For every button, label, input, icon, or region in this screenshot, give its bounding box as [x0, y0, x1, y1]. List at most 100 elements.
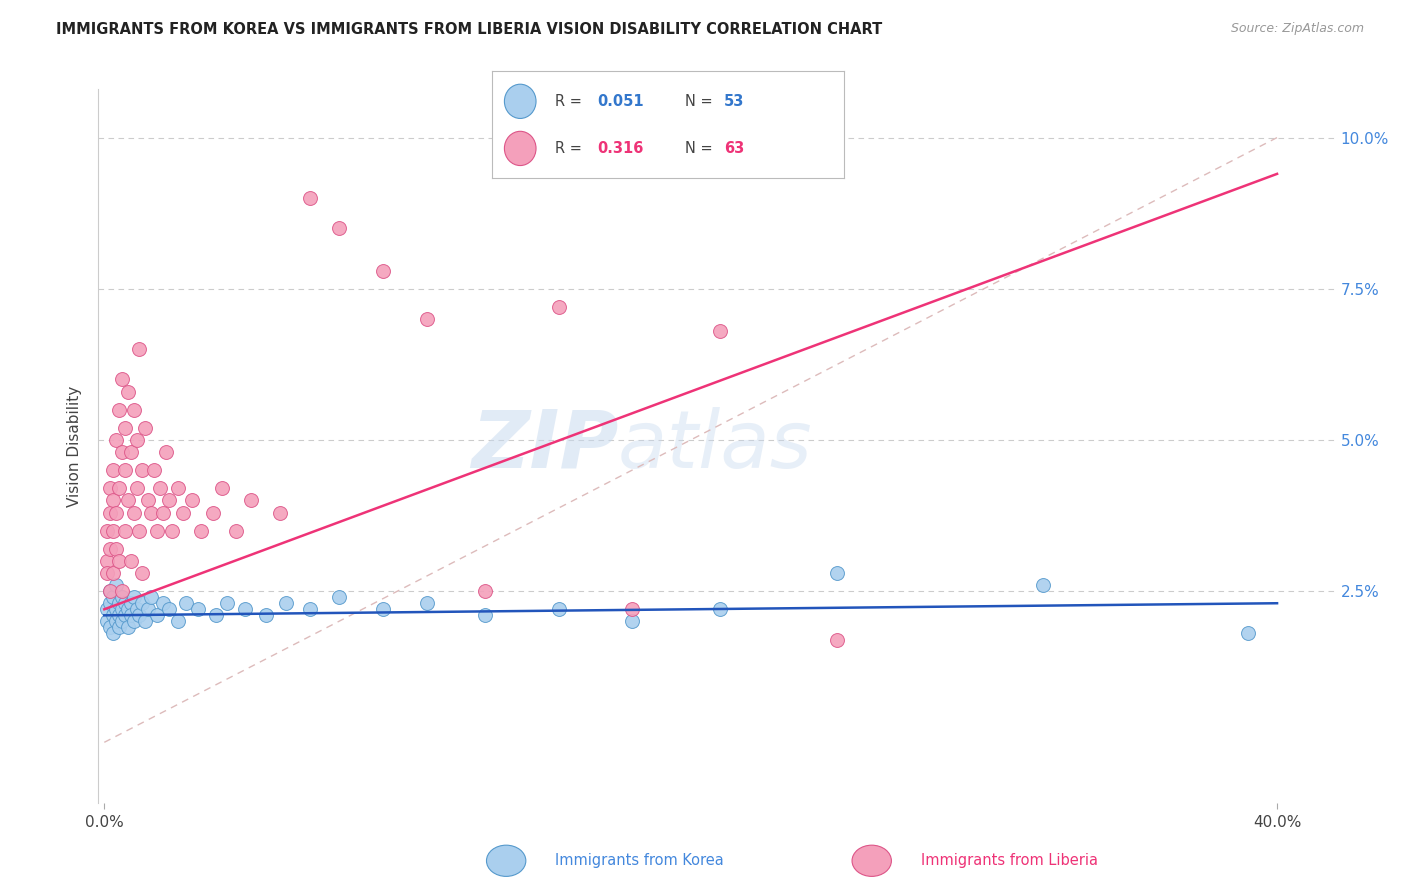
Point — [98, 481, 121, 495]
Point — [146, 524, 169, 538]
Point — [96, 554, 118, 568]
Point — [101, 626, 124, 640]
Point — [122, 506, 145, 520]
Point — [709, 324, 731, 338]
Point — [98, 620, 121, 634]
Text: R =: R = — [555, 141, 586, 156]
Point — [105, 578, 128, 592]
Point — [105, 602, 128, 616]
Point — [98, 506, 121, 520]
Point — [204, 608, 226, 623]
Point — [825, 632, 848, 647]
Point — [274, 596, 297, 610]
Point — [621, 615, 644, 629]
Point — [108, 481, 131, 495]
Point — [709, 602, 731, 616]
Point — [825, 566, 848, 580]
Point — [141, 590, 163, 604]
Point — [143, 463, 166, 477]
Point — [98, 541, 121, 556]
Point — [101, 524, 124, 538]
Point — [201, 506, 224, 520]
Point — [166, 481, 188, 495]
Point — [160, 524, 183, 538]
Point — [108, 402, 131, 417]
Point — [166, 615, 188, 629]
Text: 63: 63 — [724, 141, 744, 156]
Point — [105, 433, 128, 447]
Text: atlas: atlas — [619, 407, 813, 485]
Point — [176, 596, 198, 610]
Ellipse shape — [505, 131, 536, 166]
Point — [120, 608, 142, 623]
Point — [117, 384, 139, 399]
Point — [187, 602, 209, 616]
Text: Immigrants from Liberia: Immigrants from Liberia — [921, 854, 1098, 868]
Point — [1236, 626, 1258, 640]
Point — [474, 584, 496, 599]
Point — [108, 620, 131, 634]
Point — [146, 608, 169, 623]
Text: N =: N = — [686, 94, 717, 109]
Ellipse shape — [505, 84, 536, 119]
Point — [114, 524, 136, 538]
Point — [371, 263, 394, 277]
Point — [128, 608, 150, 623]
Text: R =: R = — [555, 94, 586, 109]
Point — [328, 590, 350, 604]
Point — [125, 481, 148, 495]
Point — [269, 506, 291, 520]
Point — [217, 596, 239, 610]
Point — [141, 506, 163, 520]
Point — [108, 608, 131, 623]
Point — [128, 524, 150, 538]
Point — [122, 590, 145, 604]
Point — [114, 421, 136, 435]
Point — [122, 402, 145, 417]
Point — [149, 481, 172, 495]
Y-axis label: Vision Disability: Vision Disability — [67, 385, 83, 507]
Point — [122, 615, 145, 629]
Point — [111, 584, 134, 599]
Text: 0.316: 0.316 — [598, 141, 644, 156]
Point — [96, 602, 118, 616]
Point — [125, 433, 148, 447]
Point — [131, 596, 153, 610]
Point — [108, 554, 131, 568]
Point — [98, 584, 121, 599]
Point — [190, 524, 212, 538]
Point — [120, 554, 142, 568]
Point — [134, 421, 156, 435]
Ellipse shape — [486, 846, 526, 876]
Point — [371, 602, 394, 616]
Point — [101, 590, 124, 604]
Point — [131, 566, 153, 580]
Point — [114, 596, 136, 610]
Text: 53: 53 — [724, 94, 744, 109]
Point — [101, 566, 124, 580]
Point — [117, 493, 139, 508]
Point — [117, 602, 139, 616]
Point — [105, 541, 128, 556]
Point — [298, 602, 321, 616]
Point — [172, 506, 194, 520]
Point — [131, 463, 153, 477]
Text: ZIP: ZIP — [471, 407, 619, 485]
Text: Immigrants from Korea: Immigrants from Korea — [555, 854, 724, 868]
Point — [114, 463, 136, 477]
Point — [547, 300, 569, 314]
Point — [225, 524, 247, 538]
Point — [101, 493, 124, 508]
Point — [98, 596, 121, 610]
Point — [155, 445, 177, 459]
Text: IMMIGRANTS FROM KOREA VS IMMIGRANTS FROM LIBERIA VISION DISABILITY CORRELATION C: IMMIGRANTS FROM KOREA VS IMMIGRANTS FROM… — [56, 22, 883, 37]
Point — [621, 602, 644, 616]
Point — [328, 221, 350, 235]
Point — [547, 602, 569, 616]
Point — [111, 615, 134, 629]
Point — [96, 566, 118, 580]
Point — [254, 608, 277, 623]
Point — [101, 608, 124, 623]
Text: 0.051: 0.051 — [598, 94, 644, 109]
Point — [101, 463, 124, 477]
